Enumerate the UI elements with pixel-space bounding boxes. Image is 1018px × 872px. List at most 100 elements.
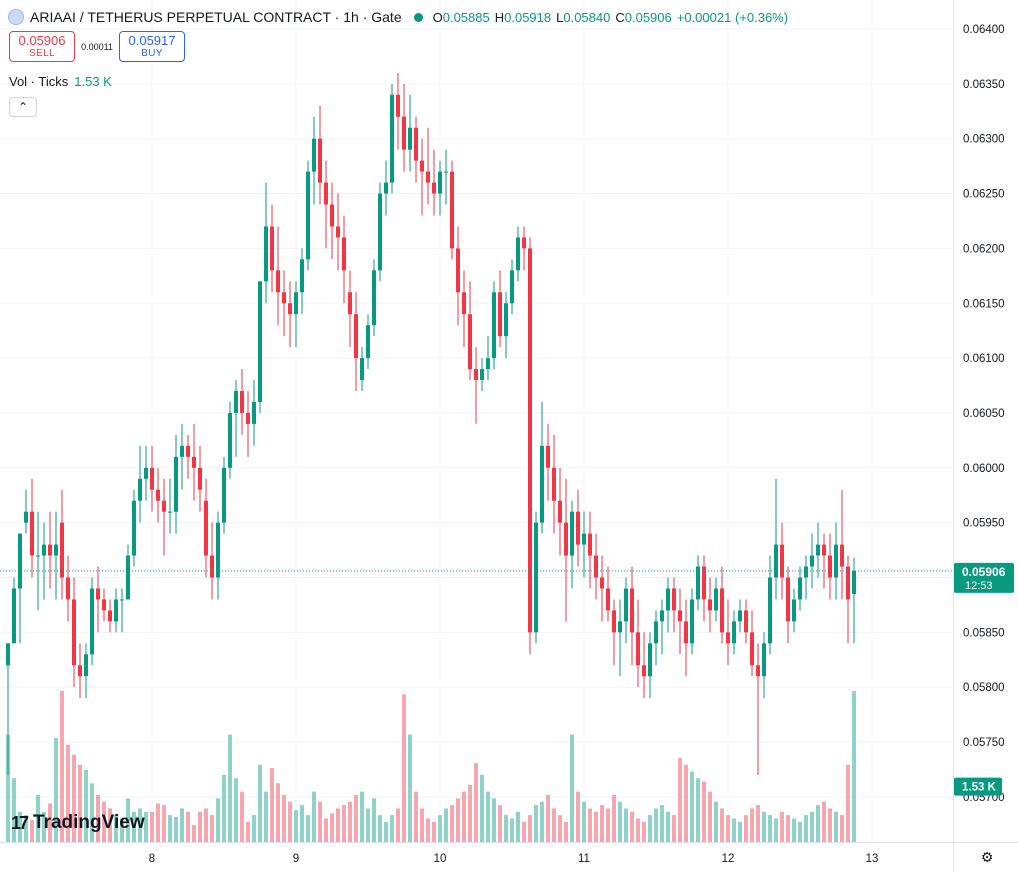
volume-bar	[144, 811, 148, 842]
y-tick-label: 0.05800	[963, 682, 1005, 694]
volume-bar	[396, 808, 400, 842]
volume-bar	[360, 791, 364, 842]
ohlc-values: O0.05885 H0.05918 L0.05840 C0.05906 +0.0…	[433, 10, 788, 25]
candle-body	[168, 511, 172, 513]
volume-bar	[594, 811, 598, 842]
candle-body	[354, 314, 358, 359]
candle-body	[444, 171, 448, 173]
candle-body	[342, 237, 346, 271]
volume-bar	[408, 734, 412, 842]
time-axis[interactable]: 8 9 10 11 12 13	[149, 853, 879, 865]
y-tick-label: 0.06200	[963, 243, 1005, 255]
volume-legend[interactable]: Vol · Ticks 1.53 K	[9, 74, 112, 89]
trade-buttons: 0.05906 SELL 0.00011 0.05917 BUY	[9, 31, 185, 62]
y-tick-label: 0.06000	[963, 463, 1005, 475]
volume-bar	[522, 821, 526, 842]
volume-bar	[690, 771, 694, 842]
candle-body	[402, 116, 406, 150]
candle-body	[546, 445, 550, 468]
candle-body	[96, 588, 100, 600]
volume-bar	[456, 798, 460, 842]
candle-body	[810, 555, 814, 567]
candle-body	[684, 621, 688, 644]
volume-bar	[12, 778, 16, 842]
volume-bar	[228, 734, 232, 842]
candle-body	[432, 182, 436, 194]
x-tick-label: 10	[434, 853, 447, 865]
volume-bar	[744, 815, 748, 842]
volume-bar	[432, 821, 436, 842]
tradingview-logo[interactable]: 17 TradingView	[11, 812, 145, 834]
volume-bar	[24, 815, 28, 842]
volume-label: Vol · Ticks	[9, 74, 69, 89]
candle-body	[510, 270, 514, 304]
volume-bar	[618, 801, 622, 842]
candle-body	[78, 665, 82, 677]
candle-body	[90, 588, 94, 655]
candle-body	[192, 456, 196, 468]
volume-bar	[792, 818, 796, 842]
candle-body	[648, 643, 652, 677]
sell-button[interactable]: 0.05906 SELL	[9, 31, 75, 62]
volume-bar	[426, 818, 430, 842]
high-value: 0.05918	[504, 9, 552, 25]
candle-body	[18, 533, 22, 589]
volume-bar	[606, 808, 610, 842]
countdown-label: 12:53	[965, 580, 993, 592]
candle-body	[792, 599, 796, 622]
candle-body	[774, 544, 778, 578]
volume-bar	[288, 801, 292, 842]
volume-bar	[198, 811, 202, 842]
settings-gear-icon[interactable]: ⚙	[980, 849, 994, 865]
candle-body	[180, 445, 184, 457]
sell-label: SELL	[29, 47, 55, 59]
candle-body	[828, 555, 832, 578]
volume-bar	[702, 781, 706, 842]
buy-price: 0.05917	[128, 32, 176, 48]
volume-bar	[852, 690, 856, 842]
volume-bar	[48, 803, 52, 842]
candle-body	[834, 544, 838, 578]
y-tick-label: 0.06250	[963, 189, 1005, 201]
candle-body	[462, 292, 466, 315]
volume-bar	[564, 821, 568, 842]
candle-body	[144, 467, 148, 479]
candle-body	[570, 511, 574, 556]
symbol-logo-icon[interactable]	[8, 9, 24, 25]
volume-bar	[798, 821, 802, 842]
candle-body	[30, 511, 34, 556]
candle-body	[456, 248, 460, 293]
symbol-title[interactable]: ARIAAI / TETHERUS PERPETUAL CONTRACT · 1…	[30, 9, 402, 25]
volume-bar	[654, 808, 658, 842]
candle-body	[186, 445, 190, 457]
volume-bar	[306, 815, 310, 842]
close-value: 0.05906	[624, 9, 672, 25]
volume-bar	[90, 783, 94, 842]
candle-body	[396, 94, 400, 117]
volume-bar	[828, 808, 832, 842]
candle-body	[6, 643, 10, 666]
volume-bar	[588, 808, 592, 842]
volume-bar	[708, 791, 712, 842]
price-axis[interactable]: 0.06400 0.06350 0.06300 0.06250 0.06200 0.061…	[954, 24, 1014, 804]
candle-body	[780, 544, 784, 578]
volume-bar	[18, 811, 22, 842]
volume-bar	[756, 805, 760, 842]
volume-bar	[126, 798, 130, 842]
y-tick-label: 0.06400	[963, 24, 1005, 36]
volume-bar	[474, 763, 478, 842]
volume-bar	[630, 811, 634, 842]
close-label: C	[615, 9, 625, 25]
chevron-up-icon[interactable]: ⌃	[9, 97, 37, 117]
candle-body	[264, 226, 268, 282]
volume-bar	[540, 801, 544, 842]
buy-button[interactable]: 0.05917 BUY	[119, 31, 185, 62]
volume-bar	[108, 808, 112, 842]
candle-body	[660, 610, 664, 622]
volume-bar	[672, 815, 676, 842]
y-tick-label: 0.05850	[963, 627, 1005, 639]
market-open-icon	[413, 12, 423, 22]
volume-bar	[780, 811, 784, 842]
candle-body	[288, 303, 292, 315]
